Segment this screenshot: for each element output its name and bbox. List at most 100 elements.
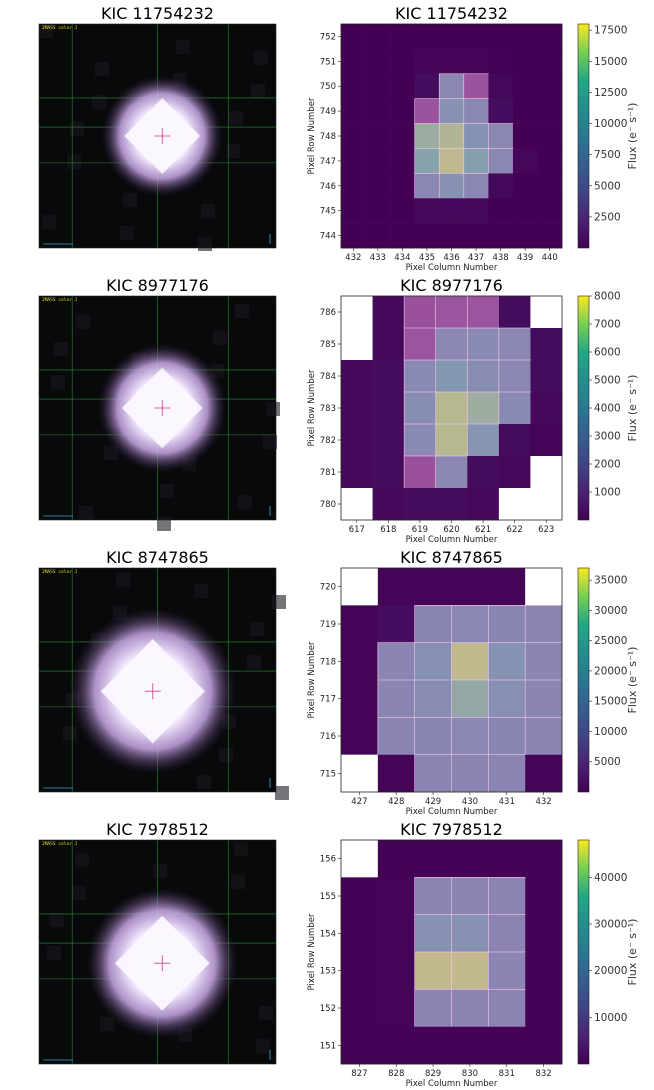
- y-tick-label: 749: [320, 107, 336, 117]
- sky-noise: [63, 726, 77, 740]
- colorbar-tick-label: 40000: [594, 872, 627, 884]
- heatmap-cell: [414, 198, 440, 224]
- sky-noise: [238, 495, 252, 509]
- heatmap-cell: [451, 840, 489, 878]
- heatmap-cell: [488, 877, 526, 916]
- heatmap-cell: [414, 754, 453, 793]
- heatmap-cell: [467, 456, 500, 489]
- heatmap-cell: [341, 48, 366, 75]
- heatmap-cell: [341, 989, 379, 1027]
- y-axis-label: Pixel Row Number: [307, 97, 317, 174]
- heatmap-cell: [525, 877, 563, 915]
- x-tick-label: 829: [425, 1069, 441, 1079]
- sky-noise: [194, 584, 208, 598]
- heatmap-cell: [451, 642, 489, 681]
- heatmap-cell: [341, 223, 366, 249]
- x-tick-label: 434: [394, 253, 410, 263]
- heatmap-cell: [365, 24, 391, 50]
- colorbar-tick-label: 7000: [594, 319, 621, 331]
- heatmap-cell: [372, 456, 405, 489]
- heatmap-cell: [435, 488, 468, 521]
- sky-noise: [197, 775, 211, 789]
- x-tick-label: 429: [425, 797, 441, 807]
- heatmap-cell: [488, 642, 526, 681]
- x-axis-label: Pixel Column Number: [406, 807, 498, 817]
- heatmap-cell: [524, 605, 563, 644]
- heatmap-cell: [488, 223, 514, 249]
- sky-image-header: 2MASS color J: [42, 297, 78, 303]
- heatmap-cell: [372, 328, 405, 361]
- heatmap-cell: [451, 679, 489, 718]
- x-tick-label: 433: [370, 253, 386, 263]
- colorbar-tick-label: 5000: [594, 180, 621, 192]
- heatmap-cell: [414, 951, 453, 990]
- x-tick-label: 432: [345, 253, 361, 263]
- heatmap-cell: [372, 360, 405, 393]
- heatmap-cell: [390, 24, 415, 50]
- heatmap-cell: [341, 754, 379, 793]
- y-axis-label: Pixel Row Number: [307, 641, 317, 718]
- colorbar-tick-label: 30000: [594, 919, 627, 931]
- heatmap-cell: [463, 223, 489, 249]
- sky-noise: [229, 111, 243, 125]
- heatmap-cell: [403, 423, 437, 457]
- sky-image-title: KIC 8747865: [106, 548, 209, 567]
- heatmap-cell: [524, 717, 563, 756]
- heatmap-cell: [414, 148, 440, 174]
- heatmap-cell: [414, 123, 440, 150]
- sky-noise: [79, 506, 93, 520]
- sky-noise: [272, 595, 286, 609]
- sky-noise: [219, 748, 233, 762]
- heatmap-cell: [341, 148, 366, 174]
- heatmap-cell: [537, 173, 563, 199]
- heatmap-cell: [537, 223, 563, 249]
- sky-image-header: 2MASS color J: [42, 25, 78, 31]
- heatmap-cell: [463, 73, 489, 100]
- colorbar-tick-label: 17500: [594, 25, 627, 37]
- y-tick-label: 717: [320, 695, 336, 705]
- heatmap-cell: [390, 198, 415, 224]
- heatmap: 427 428 429 430 431 432 720 719 718 717 716 715 Pixe…: [307, 567, 563, 817]
- colorbar-tick-label: 10000: [594, 118, 627, 130]
- heatmap-cell: [451, 568, 489, 606]
- heatmap-cell: [365, 173, 391, 199]
- sky-image-frame: [38, 295, 277, 521]
- heatmap-cell: [377, 877, 415, 915]
- heatmap-cell: [439, 24, 465, 50]
- heatmap-frame: [340, 839, 563, 1065]
- y-tick-label: 785: [320, 340, 336, 350]
- heatmap-cell: [341, 73, 366, 99]
- colorbar-tick-label: 2000: [594, 459, 621, 471]
- heatmap-cell: [414, 24, 440, 50]
- heatmap-cell: [377, 568, 415, 606]
- sky-noise: [39, 24, 53, 38]
- colorbar-tick-label: 20000: [594, 965, 627, 977]
- heatmap-cell: [414, 642, 453, 681]
- heatmap-cell: [341, 680, 379, 718]
- heatmap-cell: [463, 123, 489, 150]
- heatmap-cell: [414, 223, 440, 249]
- heatmap-cell: [341, 568, 379, 606]
- heatmap-cell: [341, 173, 366, 199]
- x-tick-label: 428: [388, 797, 404, 807]
- heatmap-title: KIC 8977176: [400, 276, 503, 295]
- heatmap-cell: [530, 360, 563, 393]
- heatmap-cell: [341, 605, 379, 643]
- heatmap-cell: [341, 98, 366, 124]
- y-tick-label: 782: [320, 436, 336, 446]
- colorbar-tick-label: 30000: [594, 605, 627, 617]
- colorbar-tick-label: 5000: [594, 756, 621, 768]
- heatmap-cell: [537, 98, 563, 124]
- heatmap-cell: [463, 48, 489, 75]
- heatmap-cell: [414, 568, 452, 606]
- heatmap-cell: [341, 952, 379, 990]
- heatmap-cell: [435, 423, 468, 457]
- heatmap-cell: [377, 952, 415, 990]
- heatmap-cell: [341, 328, 373, 361]
- heatmap-cell: [451, 605, 489, 644]
- colorbar-tick-label: 1000: [594, 487, 621, 499]
- heatmap-cell: [438, 173, 465, 199]
- sky-noise: [92, 95, 106, 109]
